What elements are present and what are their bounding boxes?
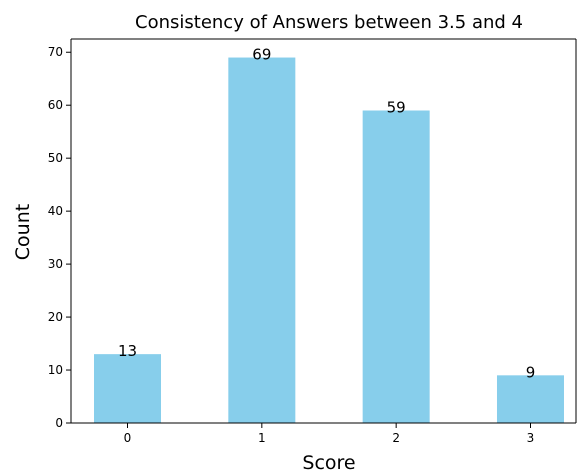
x-tick-label-2: 2 [392, 431, 400, 445]
data-label-3: 9 [526, 363, 536, 381]
y-tick-label-40: 40 [48, 204, 63, 218]
data-label-1: 69 [252, 46, 271, 64]
x-tick-label-3: 3 [527, 431, 535, 445]
chart-title: Consistency of Answers between 3.5 and 4 [135, 12, 523, 33]
y-tick-label-0: 0 [55, 416, 63, 430]
y-tick-label-70: 70 [48, 45, 63, 59]
y-tick-label-60: 60 [48, 98, 63, 112]
y-tick-label-20: 20 [48, 310, 63, 324]
x-tick-label-1: 1 [258, 431, 266, 445]
data-label-2: 59 [387, 99, 406, 117]
y-tick-label-10: 10 [48, 363, 63, 377]
x-tick-label-0: 0 [124, 431, 132, 445]
bar-0 [94, 354, 161, 423]
x-axis-label: Score [302, 452, 355, 474]
plot-area: 13 69 59 9 0 10 20 30 40 50 60 70 0 1 2 3 [48, 38, 577, 445]
y-axis-label: Count [12, 204, 34, 260]
y-tick-label-30: 30 [48, 257, 63, 271]
data-label-0: 13 [118, 342, 137, 360]
bar-3 [496, 375, 564, 423]
bar-2 [362, 110, 430, 423]
bar-1 [228, 57, 296, 423]
y-tick-label-50: 50 [48, 151, 63, 165]
